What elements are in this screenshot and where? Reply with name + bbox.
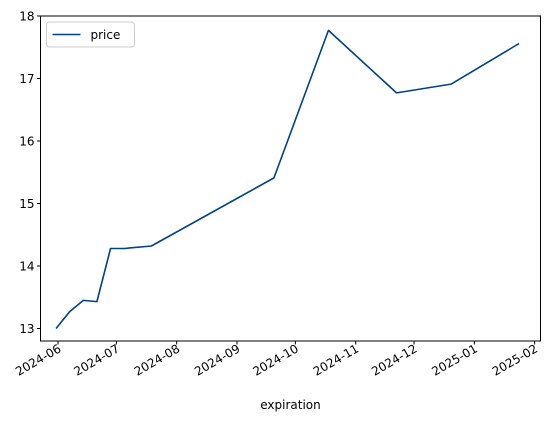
legend-label: price (91, 28, 121, 42)
y-tick-label: 16 (19, 135, 34, 149)
y-tick-label: 14 (19, 260, 34, 274)
legend-box (46, 21, 135, 48)
legend: price (46, 21, 135, 48)
series-layer (55, 29, 520, 330)
plot-frame (40, 15, 541, 342)
y-tick-label: 15 (19, 197, 34, 211)
y-tick-label: 17 (19, 72, 34, 86)
y-tick-label: 18 (19, 10, 34, 24)
series-line-price (55, 29, 520, 330)
x-axis-label: expiration (260, 398, 321, 412)
y-axis-ticks: 13 14 15 16 17 18 (19, 10, 41, 336)
y-tick-label: 13 (19, 322, 34, 336)
